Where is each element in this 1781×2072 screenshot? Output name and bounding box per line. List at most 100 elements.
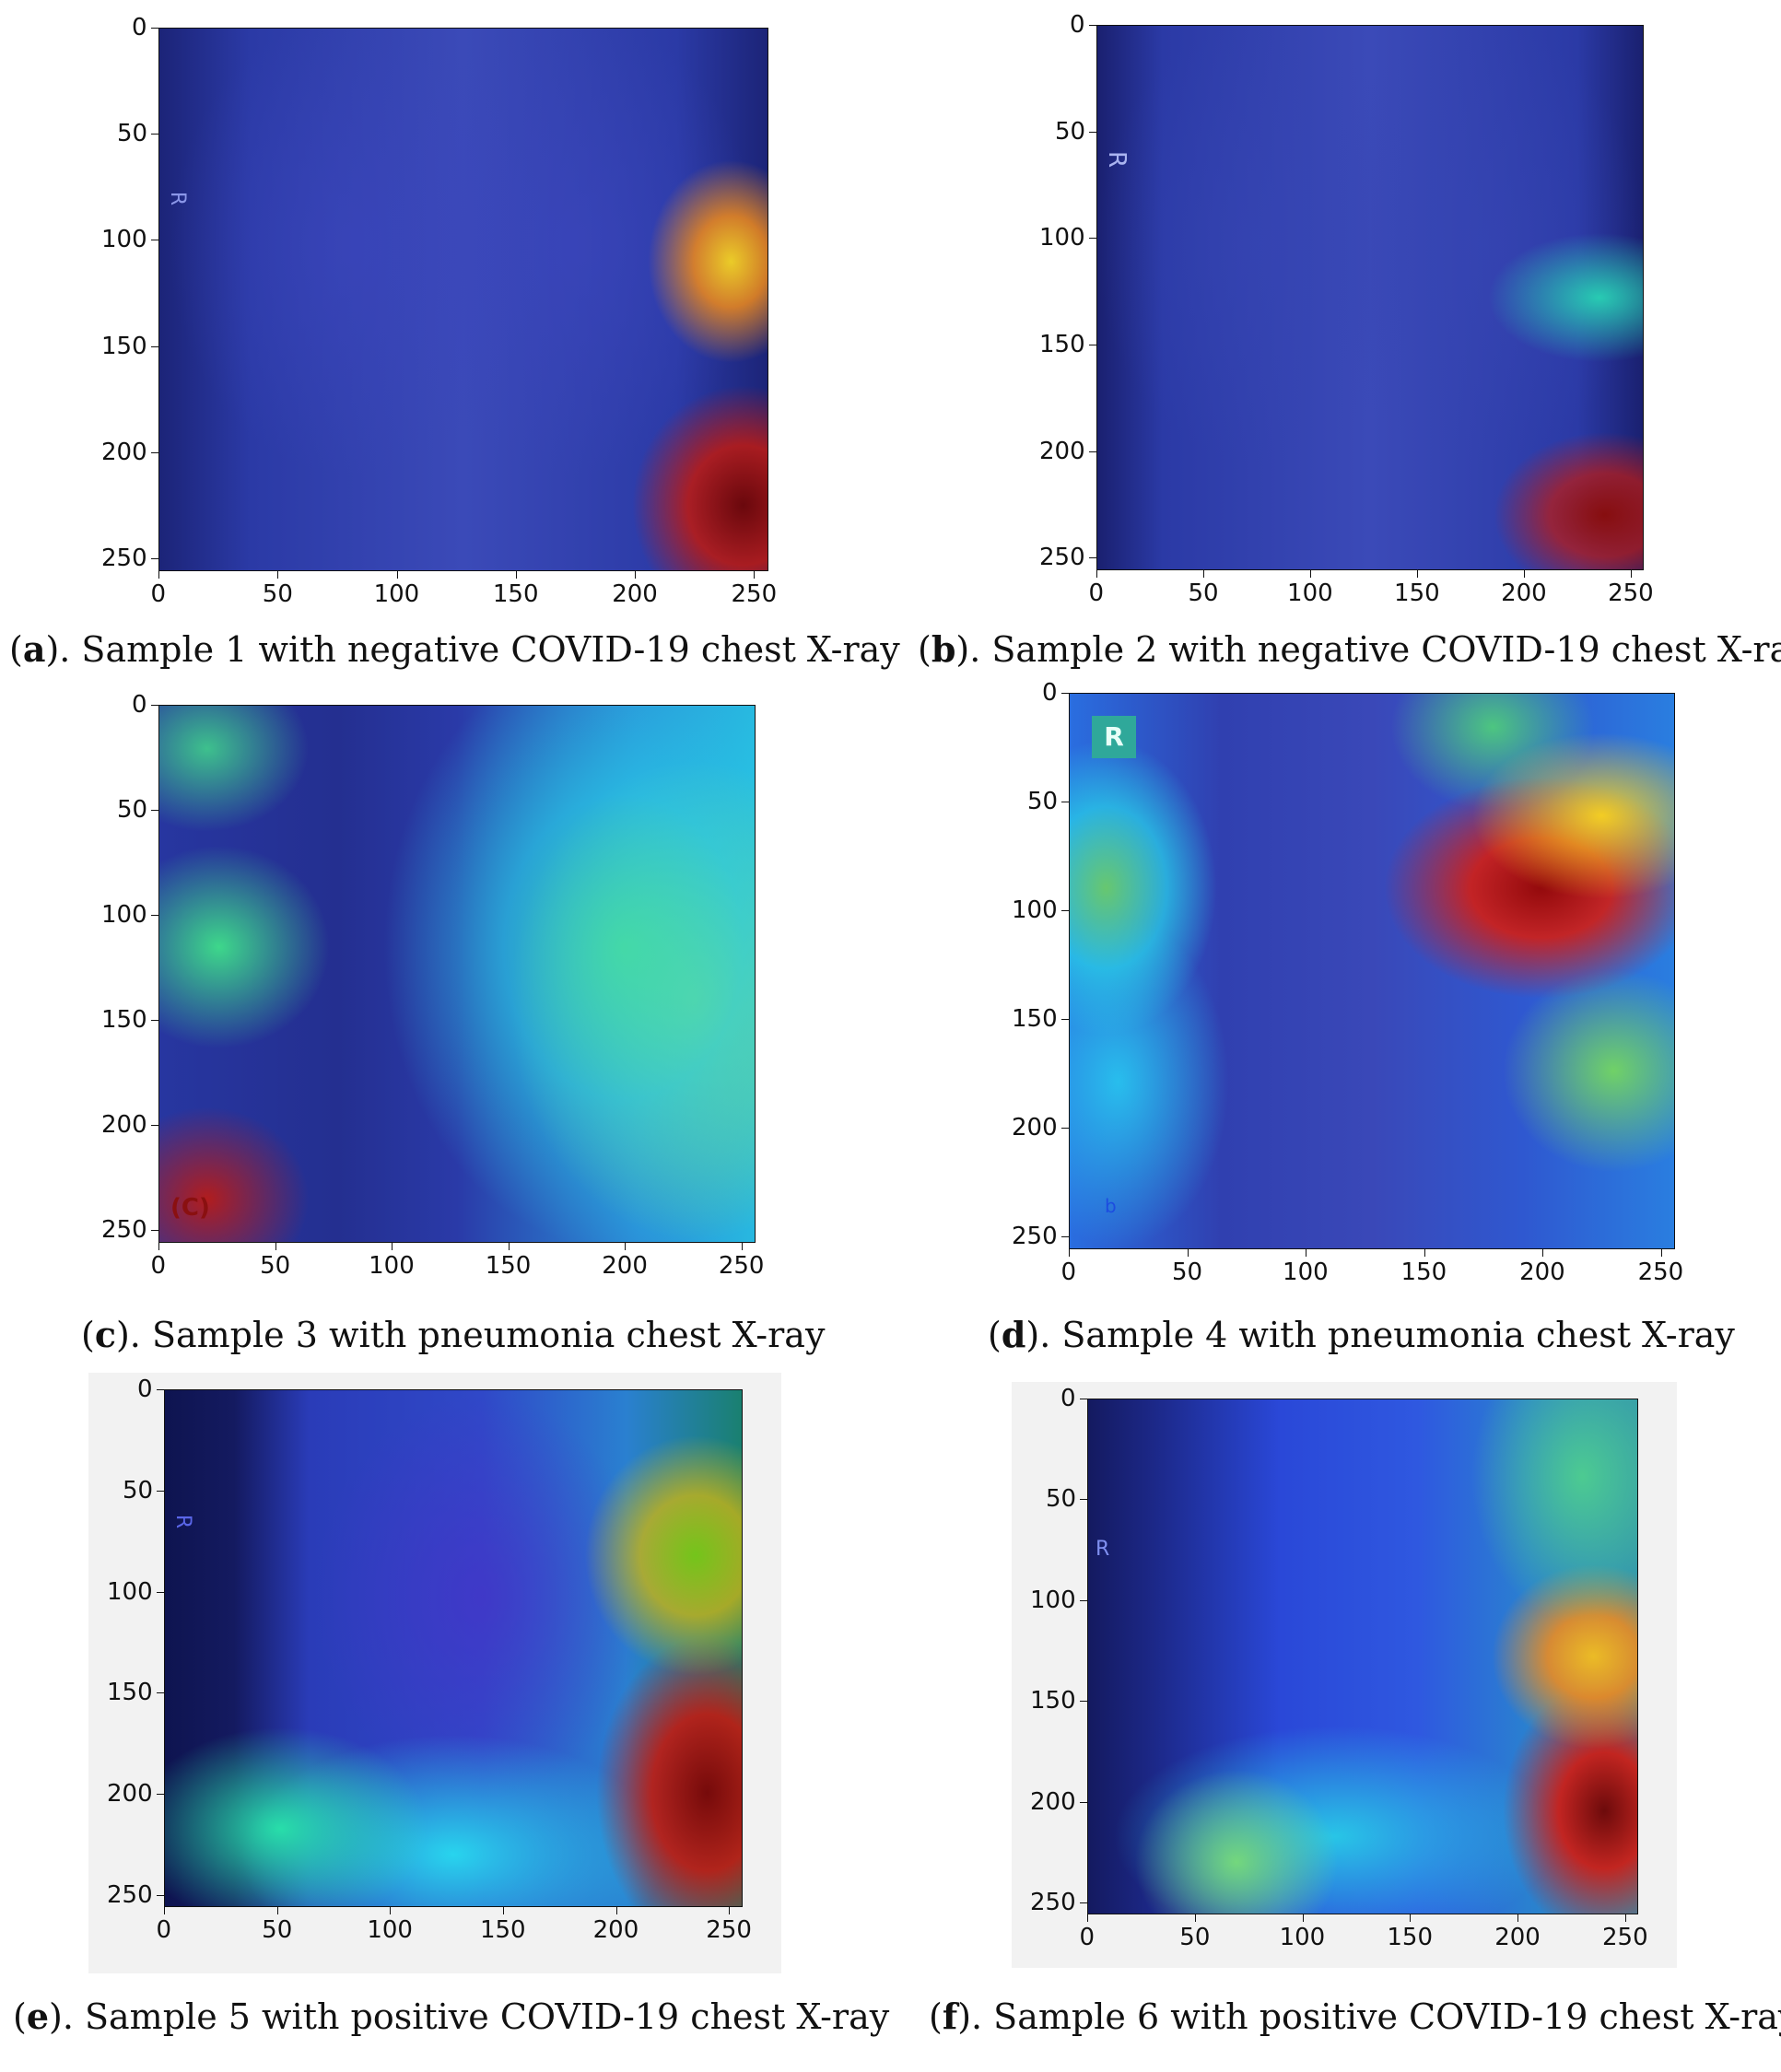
- y-tick-label: 0: [137, 1375, 153, 1403]
- heatmap-d: R b: [1069, 693, 1675, 1249]
- x-tick-mark: [1660, 1249, 1662, 1257]
- x-tick-label: 150: [1400, 1258, 1447, 1286]
- y-tick-label: 50: [1046, 1485, 1077, 1514]
- y-tick-label: 250: [101, 1216, 147, 1245]
- y-tick-mark: [157, 1692, 164, 1694]
- x-tick-mark: [1542, 1249, 1544, 1257]
- marker-f: R: [1096, 1538, 1110, 1561]
- marker-b: R: [1103, 150, 1131, 169]
- y-tick-label: 50: [1055, 117, 1086, 146]
- y-tick-label: 0: [1042, 679, 1058, 707]
- y-tick-mark: [151, 1125, 158, 1127]
- y-tick-mark: [157, 1794, 164, 1796]
- y-tick-mark: [157, 1389, 164, 1390]
- x-tick-label: 0: [1079, 1924, 1096, 1951]
- y-tick-mark: [1089, 557, 1096, 559]
- y-tick-label: 50: [123, 1476, 154, 1504]
- y-tick-mark: [1080, 1701, 1087, 1703]
- x-tick-mark: [1417, 570, 1419, 578]
- x-tick-mark: [754, 571, 756, 579]
- x-tick-label: 0: [150, 580, 167, 608]
- y-tick-label: 250: [1039, 544, 1085, 572]
- x-tick-mark: [635, 571, 637, 579]
- x-tick-label: 150: [485, 1252, 532, 1280]
- y-tick-label: 200: [107, 1780, 153, 1809]
- x-tick-label: 250: [1637, 1258, 1684, 1286]
- x-tick-mark: [390, 1907, 392, 1914]
- x-tick-label: 100: [1287, 579, 1333, 607]
- y-tick-mark: [151, 134, 158, 135]
- x-tick-label: 100: [1283, 1258, 1329, 1286]
- y-tick-label: 100: [107, 1577, 153, 1606]
- caption-b: (b). Sample 2 with negative COVID-19 che…: [918, 628, 1781, 670]
- x-tick-mark: [1302, 1914, 1304, 1922]
- x-tick-label: 0: [156, 1916, 172, 1944]
- y-tick-mark: [1061, 1127, 1069, 1129]
- x-tick-label: 200: [592, 1916, 639, 1944]
- x-tick-label: 250: [1601, 1924, 1648, 1951]
- y-tick-mark: [157, 1591, 164, 1593]
- y-tick-label: 50: [117, 120, 148, 148]
- x-tick-mark: [164, 1907, 165, 1914]
- x-tick-label: 250: [1608, 579, 1654, 607]
- x-tick-label: 150: [479, 1916, 526, 1944]
- y-tick-mark: [151, 28, 158, 29]
- y-tick-label: 0: [1070, 11, 1085, 39]
- x-tick-label: 0: [1060, 1258, 1077, 1286]
- y-tick-label: 250: [1030, 1888, 1076, 1916]
- x-tick-mark: [1087, 1914, 1088, 1922]
- marker-d-2: b: [1105, 1195, 1117, 1217]
- x-tick-label: 150: [492, 580, 539, 608]
- heatmap-f: R: [1087, 1399, 1638, 1914]
- x-tick-mark: [615, 1907, 617, 1914]
- marker-e: R: [171, 1514, 195, 1529]
- y-tick-mark: [151, 1230, 158, 1232]
- y-tick-label: 50: [117, 796, 148, 825]
- heatmap-c: (C): [158, 705, 756, 1243]
- marker-c: (C): [170, 1194, 210, 1222]
- y-tick-label: 200: [101, 1111, 147, 1140]
- marker-a: R: [166, 191, 190, 206]
- x-tick-mark: [396, 571, 398, 579]
- x-tick-mark: [1524, 570, 1526, 578]
- marker-d: R: [1092, 716, 1136, 758]
- x-tick-mark: [1069, 1249, 1070, 1257]
- y-tick-label: 200: [1030, 1787, 1076, 1816]
- x-tick-label: 50: [262, 1916, 293, 1944]
- y-tick-mark: [1089, 25, 1096, 26]
- x-tick-label: 50: [1188, 579, 1219, 607]
- x-tick-label: 50: [1172, 1258, 1203, 1286]
- x-tick-mark: [729, 1907, 731, 1914]
- y-tick-mark: [1080, 1801, 1087, 1803]
- y-tick-label: 100: [101, 901, 147, 930]
- x-tick-label: 200: [602, 1252, 648, 1280]
- x-tick-label: 250: [731, 580, 778, 608]
- y-tick-label: 0: [1060, 1385, 1076, 1412]
- caption-f: (f). Sample 6 with positive COVID-19 che…: [929, 1996, 1781, 2037]
- x-tick-mark: [275, 1243, 276, 1250]
- y-tick-mark: [151, 558, 158, 560]
- y-tick-label: 50: [1027, 787, 1059, 815]
- y-tick-label: 200: [1012, 1113, 1058, 1141]
- y-tick-mark: [1089, 451, 1096, 452]
- y-tick-label: 200: [1039, 437, 1085, 465]
- caption-a: (a). Sample 1 with negative COVID-19 che…: [9, 628, 900, 670]
- heatmap-e: R: [164, 1389, 743, 1907]
- y-tick-mark: [1089, 238, 1096, 240]
- x-tick-label: 200: [612, 580, 658, 608]
- x-tick-label: 250: [718, 1252, 765, 1280]
- x-tick-mark: [1194, 1914, 1196, 1922]
- caption-c: (c). Sample 3 with pneumonia chest X-ray: [81, 1314, 826, 1355]
- heatmap-a: R: [158, 28, 768, 571]
- x-tick-mark: [508, 1243, 510, 1250]
- y-tick-label: 250: [101, 544, 147, 573]
- x-tick-label: 50: [262, 580, 293, 608]
- x-tick-mark: [1310, 570, 1312, 578]
- x-tick-label: 100: [369, 1252, 415, 1280]
- x-tick-label: 100: [373, 580, 420, 608]
- x-tick-label: 200: [1519, 1258, 1565, 1286]
- y-tick-mark: [151, 345, 158, 347]
- x-tick-mark: [1424, 1249, 1425, 1257]
- x-tick-mark: [515, 571, 517, 579]
- caption-e: (e). Sample 5 with positive COVID-19 che…: [13, 1996, 890, 2037]
